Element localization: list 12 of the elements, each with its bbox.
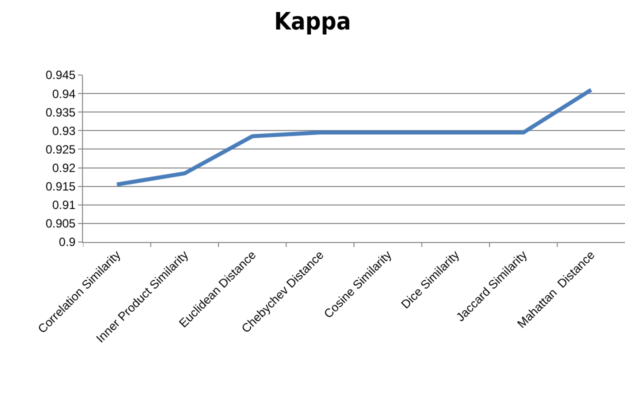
chart-title: Kappa: [274, 7, 351, 36]
y-tick-label: 0.925: [46, 142, 76, 156]
y-tick-label: 0.9: [58, 235, 76, 250]
line-series: [114, 88, 594, 186]
y-tick-label: 0.915: [46, 180, 76, 194]
y-tick-label: 0.945: [46, 68, 76, 82]
y-tick-label: 0.93: [52, 124, 76, 138]
y-tick-label: 0.94: [52, 86, 76, 101]
y-tick-label: 0.91: [52, 198, 76, 212]
y-tick-label: 0.905: [46, 216, 76, 231]
y-tick-label: 0.935: [46, 105, 76, 120]
y-tick-label: 0.92: [52, 160, 76, 175]
